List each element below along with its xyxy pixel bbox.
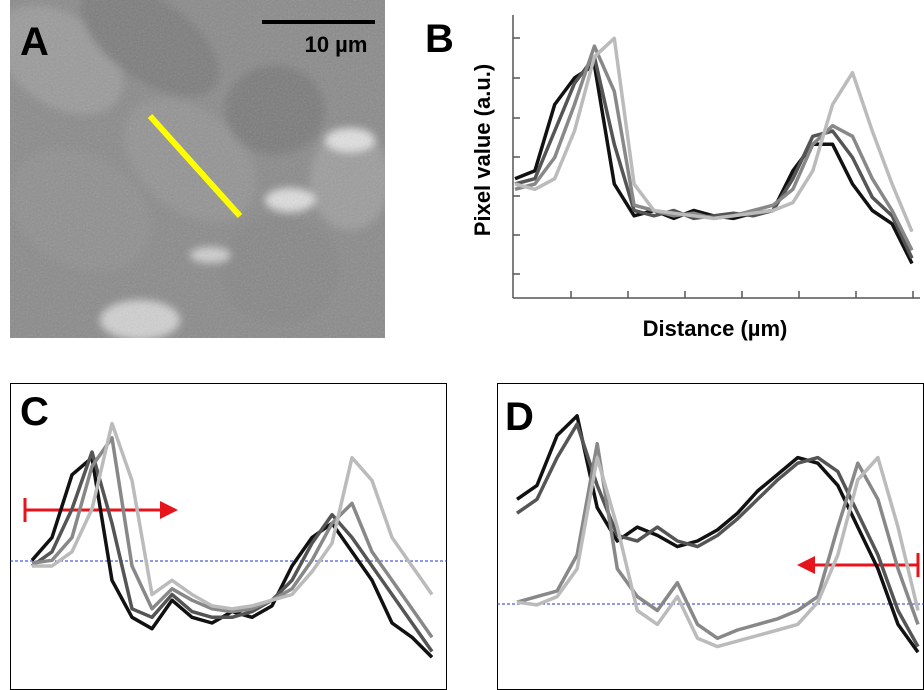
panel-label: A [20, 20, 49, 64]
profile-line [514, 55, 914, 259]
profile-line [514, 63, 914, 265]
scale-bar-label: 10 µm [305, 32, 368, 57]
panel-label: C [20, 390, 49, 434]
profile-line [516, 455, 920, 649]
profile-line [516, 422, 920, 648]
axis-ticks [513, 37, 914, 298]
profile-line [516, 441, 920, 641]
profile-line [514, 36, 914, 233]
profile-line [30, 455, 434, 659]
profile-line [31, 436, 434, 639]
panel-label: B [425, 17, 454, 61]
panel-label: D [505, 395, 534, 439]
direction-arrow [23, 498, 178, 522]
profile-line [32, 421, 434, 611]
profile-line [147, 113, 243, 219]
x-axis-label: Distance (µm) [643, 316, 788, 341]
panel-frame [10, 383, 447, 690]
y-axis-label: Pixel value (a.u.) [470, 64, 495, 236]
micrograph [10, 0, 385, 338]
